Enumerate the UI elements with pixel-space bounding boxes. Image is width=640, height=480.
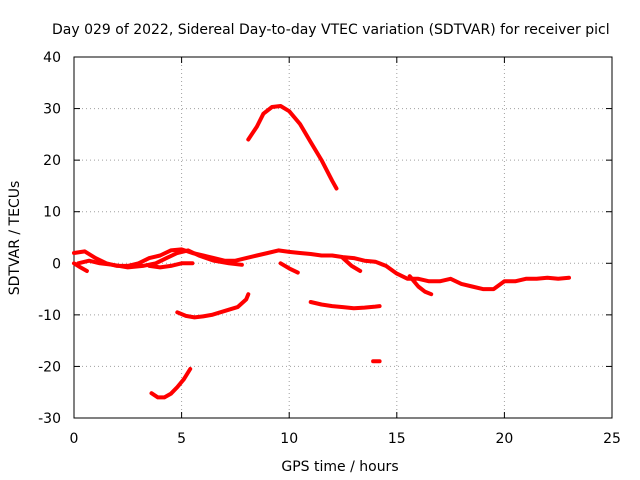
series-arc-10 (278, 261, 300, 275)
grid-lines (74, 57, 612, 418)
x-tick-label: 0 (70, 431, 79, 447)
y-tick-label: 20 (43, 153, 61, 169)
x-axis-ticks: 0 5 10 15 20 25 (70, 57, 621, 447)
y-tick-label: -10 (38, 308, 61, 324)
y-tick-label: 30 (43, 102, 61, 118)
y-axis-ticks: -30 -20 -10 0 10 20 30 40 (38, 50, 612, 427)
data-series (72, 104, 571, 400)
x-tick-label: 10 (280, 431, 298, 447)
chart-title: Day 029 of 2022, Sidereal Day-to-day VTE… (52, 22, 610, 38)
series-arc-1 (72, 247, 571, 292)
x-axis-label: GPS time / hours (281, 459, 398, 475)
series-arc-8 (149, 367, 193, 400)
series-arc-7 (308, 300, 382, 311)
x-tick-label: 20 (495, 431, 513, 447)
series-arc-6 (175, 292, 251, 320)
x-tick-label: 15 (388, 431, 406, 447)
x-tick-label: 25 (603, 431, 621, 447)
y-tick-label: 40 (43, 50, 61, 66)
series-arc-3 (72, 261, 89, 273)
series-arc-12 (407, 274, 434, 297)
series-arc-11 (341, 256, 363, 273)
y-tick-label: 0 (52, 256, 61, 272)
y-tick-label: -20 (38, 359, 61, 375)
series-arc-2 (76, 248, 244, 270)
series-arc-5 (246, 104, 339, 191)
y-axis-label: SDTVAR / TECUs (7, 181, 23, 296)
y-tick-label: 10 (43, 205, 61, 221)
x-tick-label: 5 (177, 431, 186, 447)
plot-frame (73, 56, 613, 419)
y-tick-label: -30 (38, 411, 61, 427)
series-arc-4 (147, 261, 195, 270)
